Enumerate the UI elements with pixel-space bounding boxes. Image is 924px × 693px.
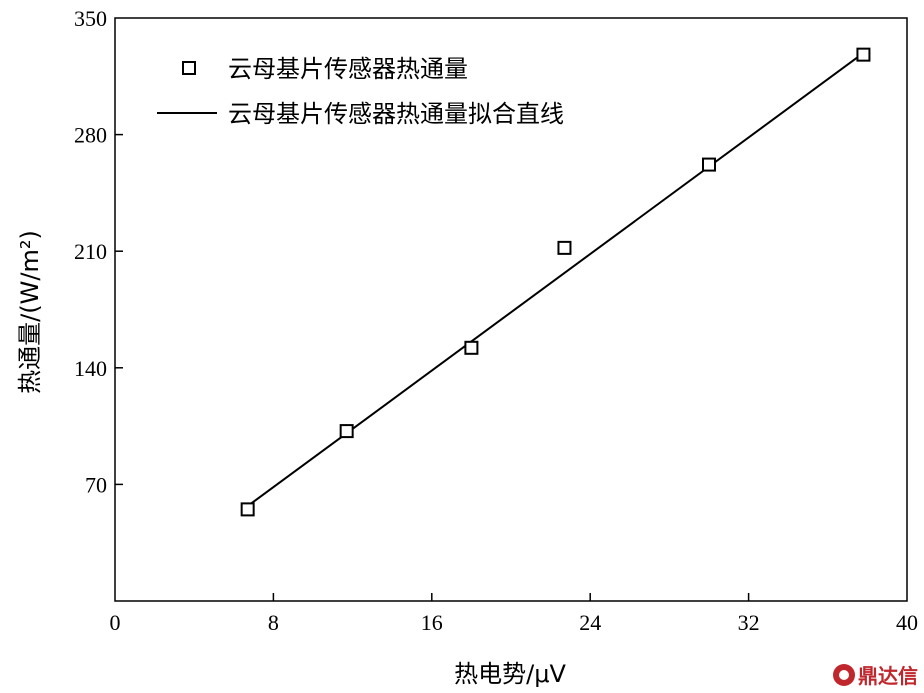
data-point (702, 157, 716, 172)
x-axis-ticks: 0 8 16 24 32 40 (110, 593, 918, 635)
watermark-logo-icon (833, 663, 855, 686)
y-axis-ticks: 70 140 210 280 350 (74, 6, 123, 497)
watermark-text: 鼎达信 (858, 664, 918, 688)
y-axis-title: 热通量/(W/m²) (16, 230, 44, 394)
data-point (856, 47, 871, 62)
data-point (464, 340, 479, 355)
x-tick-label: 32 (738, 610, 760, 635)
y-tick-label: 210 (74, 239, 107, 264)
series-layer (240, 47, 871, 517)
x-tick-label: 24 (579, 610, 601, 635)
data-point (339, 424, 354, 439)
legend-label-scatter: 云母基片传感器热通量 (228, 55, 468, 83)
x-tick-label: 16 (421, 610, 443, 635)
x-tick-label: 40 (896, 610, 918, 635)
legend-marker-scatter (182, 61, 196, 75)
x-axis-title: 热电势/μV (454, 660, 566, 688)
y-tick-label: 70 (85, 472, 107, 497)
legend-label-line: 云母基片传感器热通量拟合直线 (228, 100, 564, 128)
y-tick-label: 350 (74, 6, 107, 31)
data-point (240, 502, 255, 517)
y-tick-label: 280 (74, 123, 107, 148)
y-tick-label: 140 (74, 356, 107, 381)
watermark: 鼎达信 (833, 660, 918, 689)
x-tick-label: 8 (268, 610, 279, 635)
x-tick-label: 0 (110, 610, 121, 635)
legend: 云母基片传感器热通量 云母基片传感器热通量拟合直线 (157, 55, 564, 128)
data-point (557, 240, 572, 255)
plot-frame (114, 17, 908, 602)
